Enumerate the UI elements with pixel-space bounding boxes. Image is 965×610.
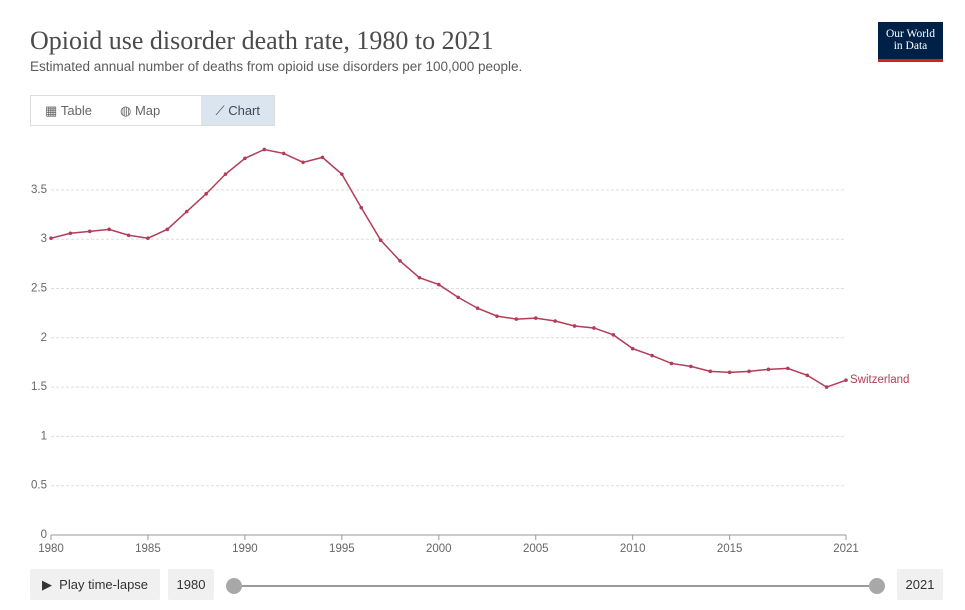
x-tick-label: 1980 bbox=[38, 543, 64, 555]
data-point bbox=[669, 361, 674, 366]
data-point bbox=[727, 370, 732, 375]
subtitle: Estimated annual number of deaths from o… bbox=[30, 59, 523, 74]
tab-label: Map bbox=[134, 103, 161, 118]
tab[interactable]: ⟋ Chart bbox=[201, 96, 274, 125]
x-tick-label: 2021 bbox=[833, 543, 859, 555]
data-point bbox=[281, 151, 286, 156]
y-tick-label: 0.5 bbox=[31, 480, 47, 492]
logo-line: in Data bbox=[893, 39, 928, 52]
data-point bbox=[204, 192, 208, 196]
data-point bbox=[398, 259, 402, 263]
data-point bbox=[456, 295, 460, 300]
data-point bbox=[146, 236, 150, 241]
data-point bbox=[223, 172, 228, 176]
timeline-handle[interactable] bbox=[869, 578, 885, 594]
timeline-handle[interactable] bbox=[226, 578, 242, 594]
data-point bbox=[592, 326, 596, 330]
tab-label: Chart bbox=[228, 103, 260, 118]
data-point bbox=[514, 317, 519, 321]
play-label: Play time-lapse bbox=[59, 577, 149, 592]
data-point bbox=[184, 209, 189, 214]
series-line bbox=[50, 148, 847, 388]
data-point bbox=[378, 238, 383, 242]
data-point bbox=[689, 364, 693, 369]
x-tick-label: 2000 bbox=[426, 543, 452, 555]
start-year[interactable]: 1980 bbox=[168, 569, 214, 600]
data-point bbox=[533, 316, 538, 320]
data-point bbox=[475, 306, 480, 311]
start-label: 1980 bbox=[176, 577, 206, 592]
data-point bbox=[243, 156, 247, 161]
data-point bbox=[301, 160, 305, 165]
tab[interactable]: ▦ Table bbox=[45, 102, 92, 119]
data-point bbox=[786, 366, 790, 371]
tab-bar: ▦ Table ◍ Map ⟋ Chart bbox=[30, 95, 275, 126]
y-tick-label: 2 bbox=[41, 332, 47, 344]
end-label: 2021 bbox=[905, 577, 935, 592]
data-point bbox=[417, 275, 422, 280]
y-tick-label: 2.5 bbox=[31, 283, 47, 295]
y-tick-label: 0 bbox=[41, 529, 47, 541]
x-tick-label: 2015 bbox=[717, 543, 743, 555]
data-point bbox=[572, 324, 577, 328]
x-tick-label: 1995 bbox=[329, 543, 355, 555]
logo-line: Our World bbox=[885, 28, 935, 40]
x-tick-label: 1990 bbox=[232, 543, 258, 555]
data-point bbox=[611, 333, 616, 337]
tab-label: Table bbox=[60, 103, 92, 118]
data-point bbox=[359, 205, 364, 210]
data-point bbox=[630, 346, 635, 351]
data-point bbox=[340, 172, 344, 176]
data-point bbox=[437, 282, 441, 287]
data-point bbox=[553, 319, 557, 323]
data-point bbox=[747, 369, 751, 374]
data-point bbox=[126, 233, 131, 238]
data-point bbox=[708, 369, 713, 374]
y-tick-label: 3.5 bbox=[31, 184, 47, 196]
x-tick-label: 1985 bbox=[135, 543, 161, 555]
play-button[interactable]: ▶ Play time-lapse bbox=[30, 569, 160, 600]
y-tick-label: 1 bbox=[41, 430, 47, 442]
data-point bbox=[844, 378, 848, 383]
y-tick-label: 3 bbox=[41, 233, 47, 245]
data-point bbox=[495, 314, 499, 318]
data-point bbox=[805, 373, 810, 378]
data-point bbox=[107, 227, 111, 232]
data-point bbox=[650, 353, 654, 358]
data-point bbox=[262, 147, 267, 152]
data-point bbox=[824, 385, 829, 389]
x-tick-label: 2005 bbox=[523, 543, 549, 555]
data-point bbox=[165, 227, 170, 232]
data-point bbox=[320, 155, 325, 160]
y-tick-label: 1.5 bbox=[31, 381, 47, 393]
data-point bbox=[68, 231, 73, 236]
x-tick-label: 2010 bbox=[620, 543, 646, 555]
data-point bbox=[87, 229, 92, 234]
data-point bbox=[766, 367, 771, 372]
logo[interactable]: Our World in Data bbox=[878, 22, 943, 62]
end-year[interactable]: 2021 bbox=[897, 569, 943, 600]
tab[interactable]: ◍ Map bbox=[119, 102, 161, 119]
series-label: Switzerland bbox=[850, 374, 909, 386]
title: Opioid use disorder death rate, 1980 to … bbox=[30, 26, 494, 55]
data-point bbox=[49, 236, 53, 241]
